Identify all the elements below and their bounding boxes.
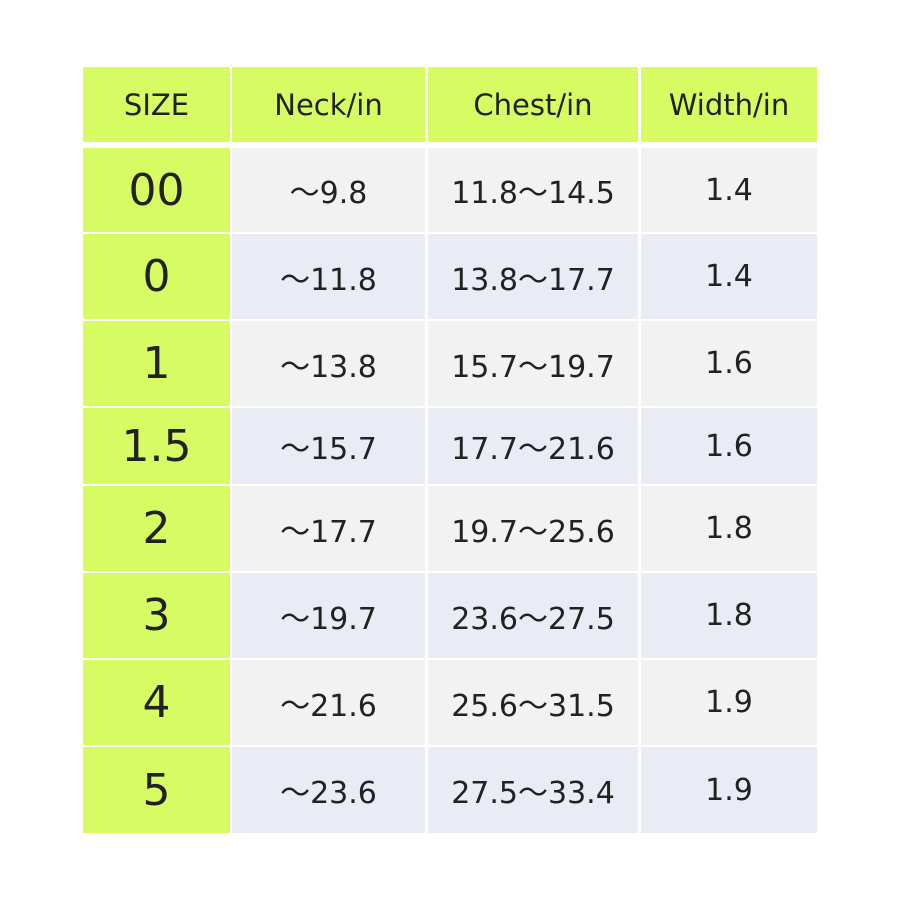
data-cell: 17.7～21.6 — [428, 408, 638, 484]
data-cell: ～13.8 — [232, 321, 425, 406]
size-cell: 00 — [83, 148, 230, 232]
size-cell: 2 — [83, 486, 230, 571]
data-cell: 1.8 — [641, 573, 817, 658]
data-cell: 1.8 — [641, 486, 817, 571]
data-cell: ～11.8 — [232, 234, 425, 319]
data-cell: 1.9 — [641, 747, 817, 833]
data-cell: 15.7～19.7 — [428, 321, 638, 406]
data-cell: 23.6～27.5 — [428, 573, 638, 658]
size-cell: 3 — [83, 573, 230, 658]
size-cell: 5 — [83, 747, 230, 833]
data-cell: 1.6 — [641, 321, 817, 406]
data-cell: 13.8～17.7 — [428, 234, 638, 319]
data-cell: 19.7～25.6 — [428, 486, 638, 571]
data-cell: 27.5～33.4 — [428, 747, 638, 833]
header-cell: Chest/in — [428, 67, 638, 142]
data-cell: 1.4 — [641, 234, 817, 319]
data-cell: ～15.7 — [232, 408, 425, 484]
size-cell: 1.5 — [83, 408, 230, 484]
data-cell: 25.6～31.5 — [428, 660, 638, 745]
data-cell: ～23.6 — [232, 747, 425, 833]
data-cell: 1.4 — [641, 148, 817, 232]
header-cell: Width/in — [641, 67, 817, 142]
data-cell: ～19.7 — [232, 573, 425, 658]
data-cell: 1.9 — [641, 660, 817, 745]
header-cell: Neck/in — [232, 67, 425, 142]
size-cell: 0 — [83, 234, 230, 319]
size-cell: 1 — [83, 321, 230, 406]
data-cell: ～21.6 — [232, 660, 425, 745]
data-cell: 1.6 — [641, 408, 817, 484]
data-cell: ～9.8 — [232, 148, 425, 232]
size-cell: 4 — [83, 660, 230, 745]
header-cell: SIZE — [83, 67, 230, 142]
data-cell: 11.8～14.5 — [428, 148, 638, 232]
data-cell: ～17.7 — [232, 486, 425, 571]
